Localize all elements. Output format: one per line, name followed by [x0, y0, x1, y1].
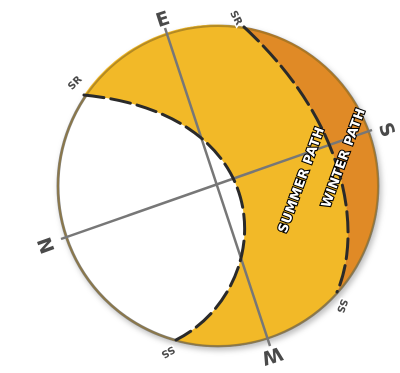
east-west-axis	[163, 27, 272, 347]
summer-region	[84, 24, 349, 346]
winter-path-line	[242, 25, 350, 294]
west-label: W	[259, 342, 286, 369]
south-label: S	[374, 120, 399, 140]
summer-sunset-label: SS	[159, 343, 177, 360]
east-label: E	[153, 7, 172, 32]
north-label: N	[33, 234, 59, 256]
winter-sunset-label: SS	[334, 297, 349, 314]
compass-rim	[57, 25, 379, 347]
winter-region	[244, 27, 379, 292]
winter-sunrise-label: SR	[227, 9, 244, 28]
summer-sunrise-label: SR	[66, 74, 85, 93]
summer-path-line	[82, 93, 247, 342]
